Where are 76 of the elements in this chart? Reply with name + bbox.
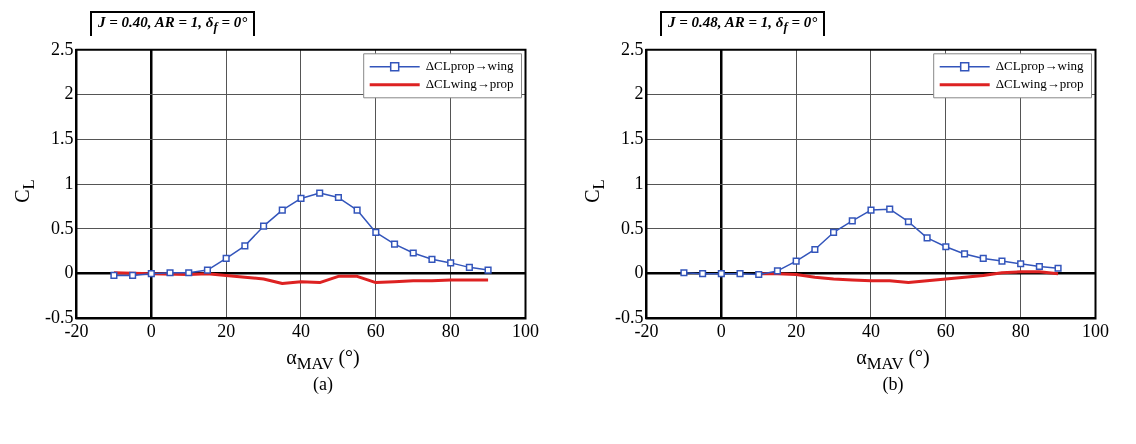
x-tick-label: 60 xyxy=(936,320,955,341)
point xyxy=(942,243,950,251)
x-tick-label: 80 xyxy=(441,320,460,341)
point xyxy=(717,270,725,278)
point xyxy=(886,205,894,213)
y-tick-label: 0.5 xyxy=(620,217,644,238)
point xyxy=(960,250,969,258)
x-tick-label: 60 xyxy=(366,320,385,341)
chart-title: J = 0.48, AR = 1, δ$_{f}$ = 0° xyxy=(660,11,826,36)
point xyxy=(699,270,707,278)
point xyxy=(147,270,155,278)
point xyxy=(166,269,174,277)
x-tick-label: 100 xyxy=(1082,320,1109,341)
point xyxy=(998,257,1006,265)
point xyxy=(736,270,744,278)
text: (b) xyxy=(881,374,905,395)
point xyxy=(773,267,782,275)
text: (a) xyxy=(312,374,334,395)
x-axis-title: α$_{MAV}$ (°) xyxy=(285,346,361,374)
y-tick-label: 1.5 xyxy=(50,128,74,149)
x-tick-label: 40 xyxy=(862,320,880,341)
point xyxy=(867,206,875,214)
point xyxy=(297,194,305,202)
point xyxy=(428,255,436,263)
y-tick-label: 2.5 xyxy=(620,38,644,59)
y-tick-label: 1 xyxy=(634,172,644,193)
point xyxy=(409,249,417,257)
point xyxy=(278,206,286,214)
x-tick-label: 80 xyxy=(1011,320,1030,341)
point xyxy=(222,254,230,262)
point xyxy=(830,228,838,237)
legend-label: ΔCLprop→wing xyxy=(425,58,514,74)
x-tick-label: 40 xyxy=(292,320,310,341)
x-tick-label: 20 xyxy=(217,320,236,341)
y-tick-label: 2.5 xyxy=(50,38,74,59)
point xyxy=(904,218,912,226)
legend-label: ΔCLprop→wing xyxy=(995,58,1084,74)
point xyxy=(185,269,193,277)
point xyxy=(1054,264,1062,272)
point xyxy=(811,245,819,254)
x-tick-label: 20 xyxy=(787,320,806,341)
point xyxy=(979,254,987,262)
point xyxy=(447,259,455,267)
x-tick-label: 100 xyxy=(512,320,539,341)
y-tick-label: 2 xyxy=(634,83,644,104)
x-tick-label: 0 xyxy=(716,320,726,341)
x-tick-label: 0 xyxy=(146,320,156,341)
point xyxy=(353,206,361,214)
legend-label: ΔCLwing→prop xyxy=(995,76,1084,92)
point xyxy=(334,193,342,202)
point xyxy=(129,271,137,279)
point xyxy=(203,266,212,274)
point xyxy=(465,263,473,271)
point xyxy=(241,242,249,250)
point xyxy=(260,222,268,230)
legend-label: ΔCLwing→prop xyxy=(425,76,514,92)
point xyxy=(923,234,931,242)
point xyxy=(390,240,399,248)
point xyxy=(792,257,800,265)
point xyxy=(1035,262,1043,271)
y-tick-label: 0.5 xyxy=(50,217,74,238)
point xyxy=(372,228,380,237)
point xyxy=(484,266,492,274)
y-tick-label: 1.5 xyxy=(620,128,644,149)
y-tick-label: 0 xyxy=(634,262,644,283)
chart-title: J = 0.40, AR = 1, δ$_{f}$ = 0° xyxy=(90,11,256,36)
point xyxy=(110,271,118,279)
point xyxy=(316,189,324,197)
y-tick-label: 1 xyxy=(64,172,74,193)
point xyxy=(680,269,688,277)
point xyxy=(848,217,856,225)
x-axis-title: α$_{MAV}$ (°) xyxy=(855,346,931,374)
point xyxy=(1017,260,1025,268)
point xyxy=(755,270,763,279)
y-tick-label: 2 xyxy=(64,83,74,104)
y-tick-label: 0 xyxy=(64,262,74,283)
